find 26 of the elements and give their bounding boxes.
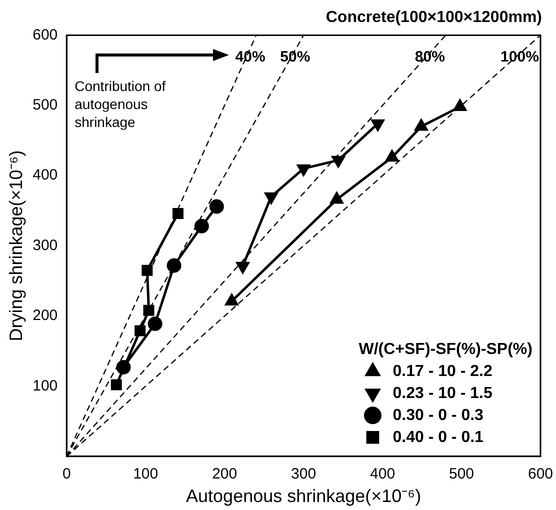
chart-title: Concrete(100×100×1200mm) [326,9,542,26]
y-tick-label: 200 [32,307,58,324]
x-tick-label: 600 [528,466,553,483]
y-tick-label: 500 [32,96,58,114]
series-label: 50% [280,48,310,66]
x-tick-label: 100 [133,466,158,483]
annotation: Contribution of autogenous shrinkage [74,78,166,130]
legend-label: 0.30 - 0 - 0.3 [392,406,484,424]
series-label: 80% [414,48,445,66]
x-tick-label: 500 [448,466,474,483]
legend-label: 0.40 - 0 - 0.1 [392,428,484,446]
series-label: 100% [500,48,539,66]
y-tick-label: 600 [32,26,58,44]
y-axis-title: Drying shrinkage(×10⁻⁶) [6,150,26,342]
x-tick-label: 400 [370,466,396,483]
y-tick-label: 100 [32,377,58,394]
x-axis-title: Autogenous shrinkage(×10⁻⁶) [186,486,422,506]
x-tick-label: 0 [62,466,71,483]
legend-label: 40% [235,48,266,66]
y-tick-label: 300 [32,236,58,254]
x-tick-label: 200 [212,466,238,483]
x-tick-label: 300 [291,466,316,483]
legend-title: W/(C+SF)-SF(%)-SP(%) [358,340,532,358]
legend-label: 0.23 - 10 - 1.5 [392,384,492,402]
legend-label: 0.17 - 10 - 2.2 [392,362,492,380]
y-tick-label: 400 [32,166,58,184]
